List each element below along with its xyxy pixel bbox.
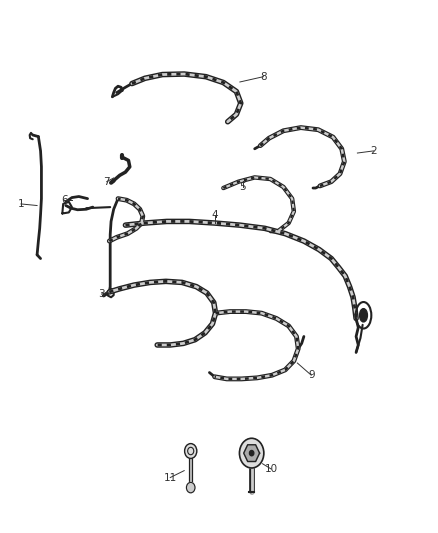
Text: 9: 9 — [308, 370, 314, 380]
Circle shape — [187, 482, 195, 493]
Circle shape — [240, 438, 264, 468]
Text: 10: 10 — [265, 464, 278, 474]
Ellipse shape — [360, 309, 367, 322]
Text: 8: 8 — [260, 71, 267, 82]
Text: 7: 7 — [103, 176, 110, 187]
Bar — [189, 458, 192, 488]
Text: 1: 1 — [18, 199, 24, 209]
Text: 11: 11 — [164, 473, 177, 482]
Circle shape — [185, 443, 197, 458]
Bar — [189, 458, 192, 488]
Text: 6: 6 — [61, 195, 68, 205]
Text: 4: 4 — [212, 209, 218, 220]
Polygon shape — [244, 445, 260, 462]
Text: 2: 2 — [370, 146, 377, 156]
Text: 5: 5 — [240, 182, 246, 192]
Text: 3: 3 — [98, 289, 105, 299]
Circle shape — [250, 450, 254, 456]
